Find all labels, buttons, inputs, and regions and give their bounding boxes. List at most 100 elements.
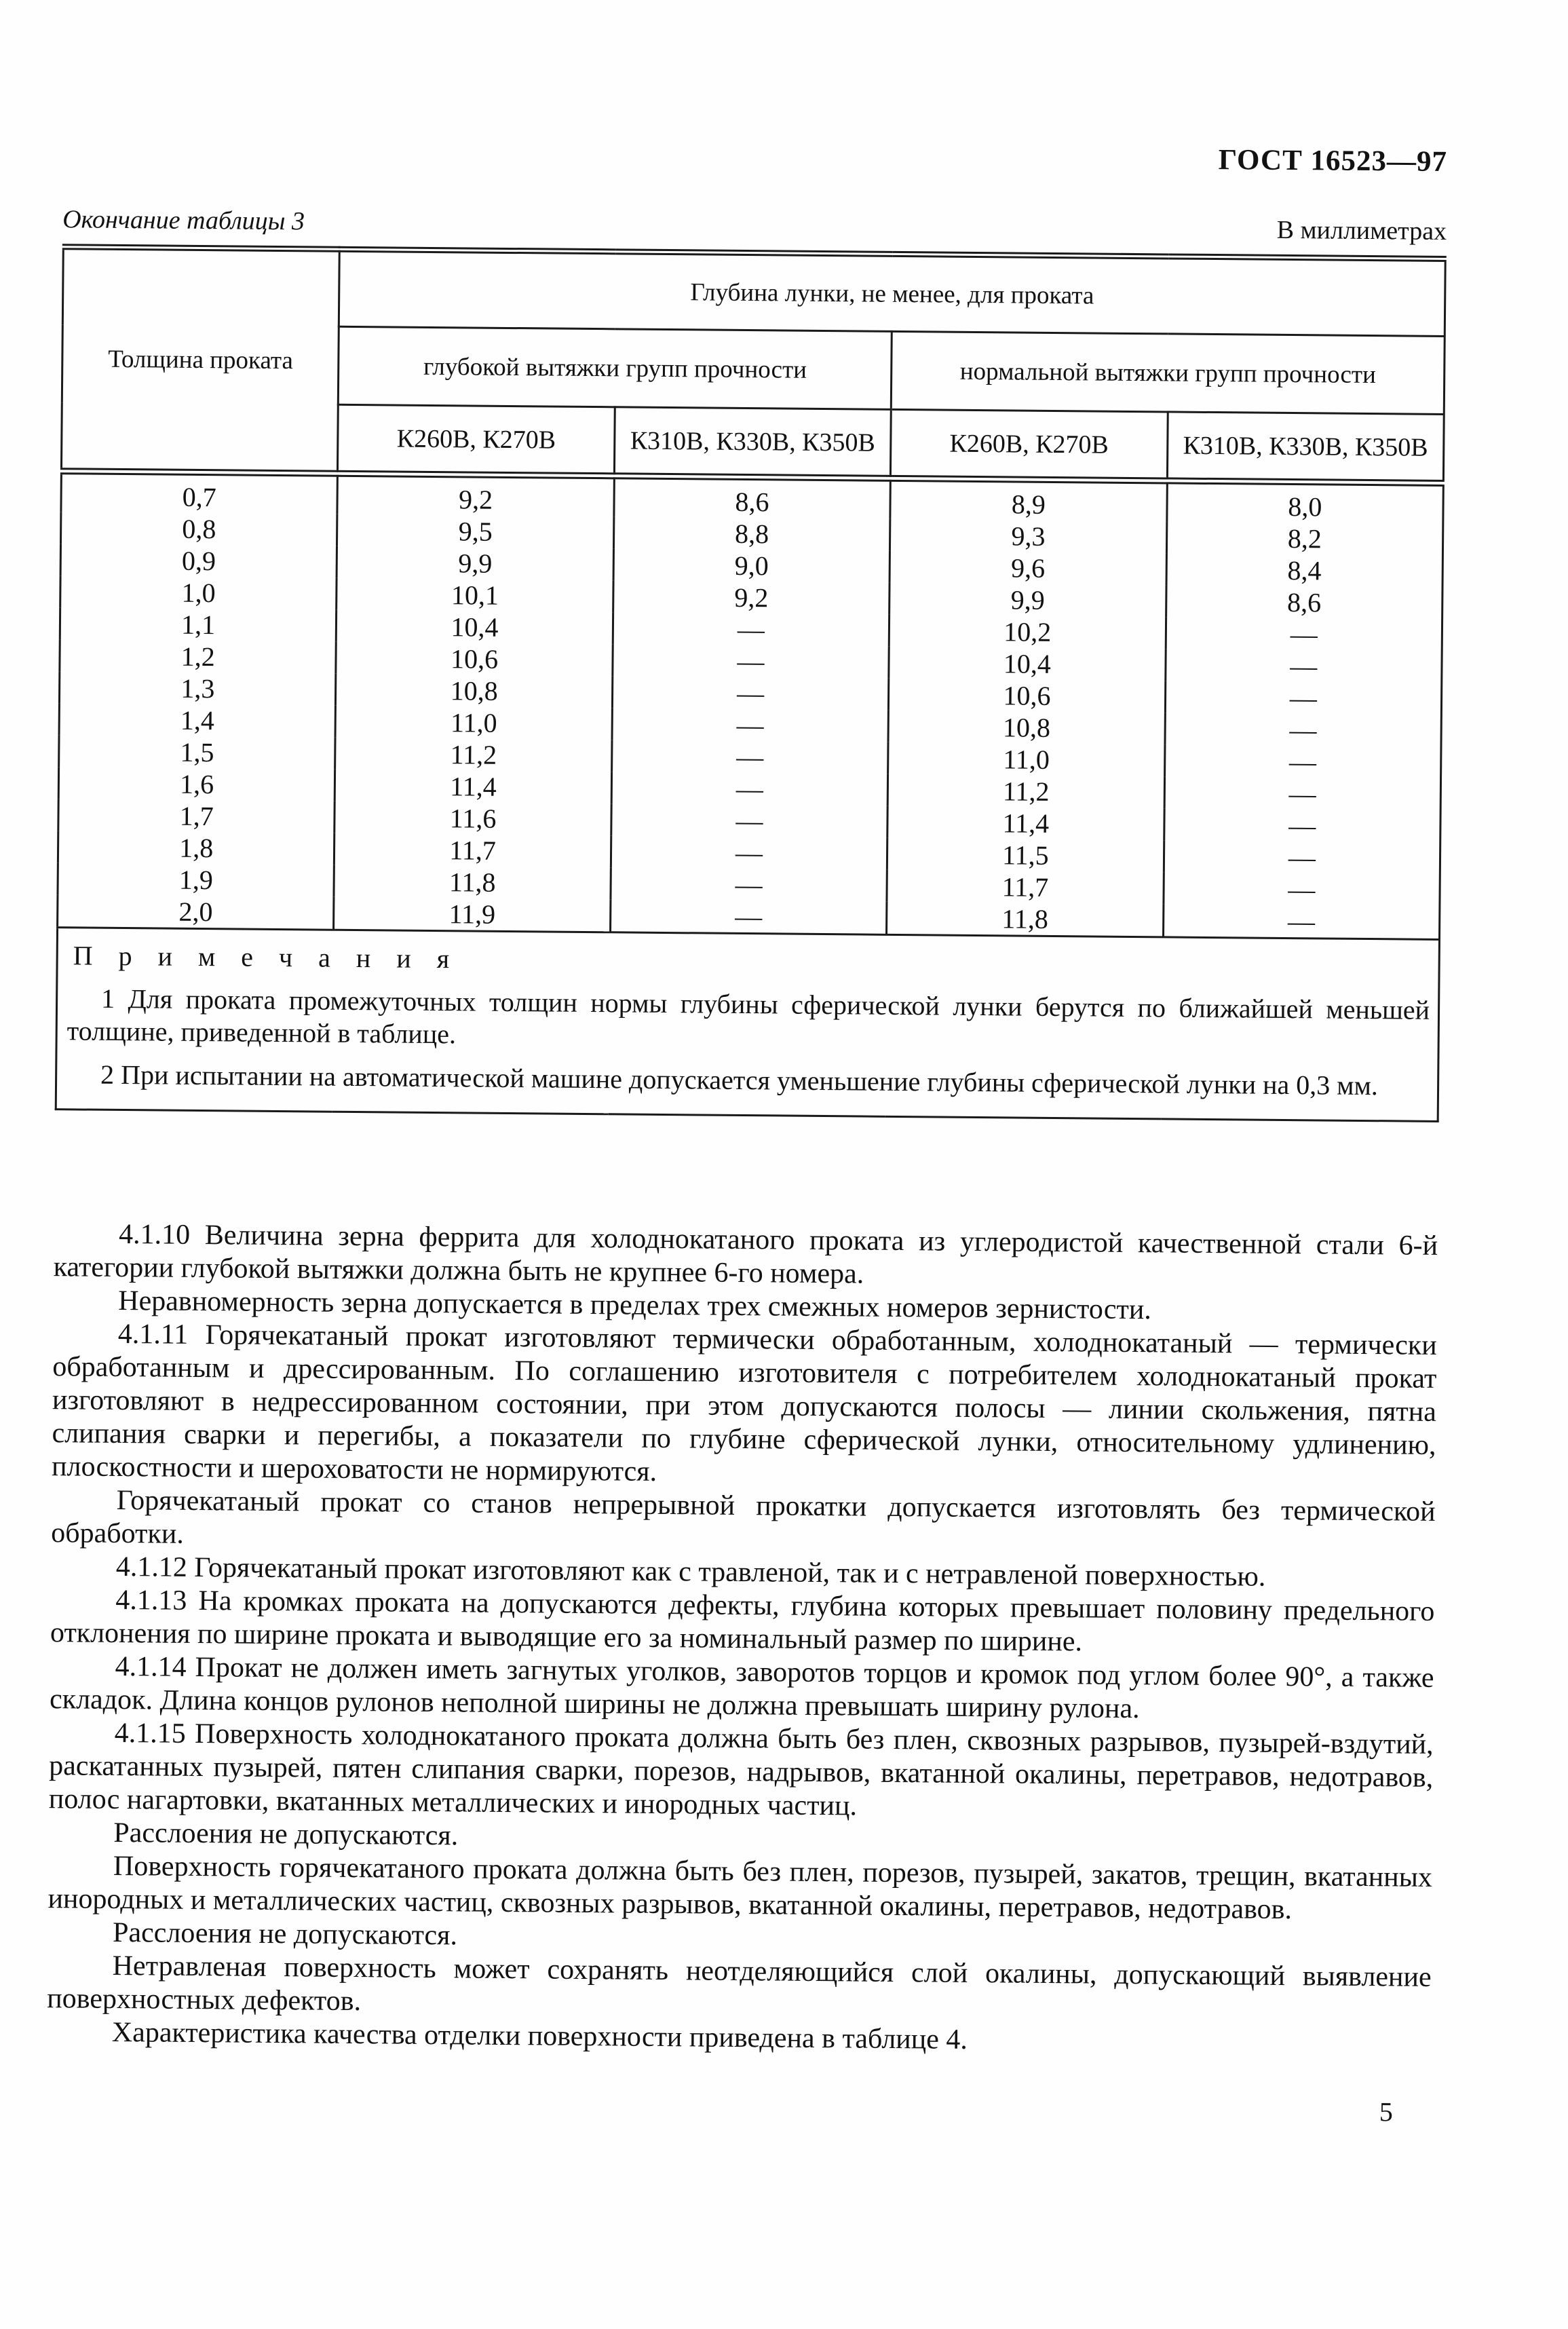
depth-value: — [1164,713,1442,747]
depth-value: 11,6 [334,801,611,836]
header-depth-span: Глубина лунки, не менее, для проката [339,249,1446,337]
depth-value: 9,2 [613,580,890,615]
paragraph: 4.1.11 Горячекатаный прокат изготовляют … [51,1318,1437,1488]
thickness-value: 1,1 [180,609,216,641]
note-paragraph: 1 Для проката промежуточных толщин нормы… [66,983,1430,1050]
depth-value: 9,9 [337,546,614,581]
notes: П р и м е ч а н и я 1 Для проката промеж… [56,928,1439,1122]
depth-value: 8,9 [890,478,1167,522]
table-header: Толщина проката Глубина лунки, не менее,… [61,246,1446,483]
depth-value: — [611,708,889,742]
table-data-body: 0,7 9,2 8,6 8,9 8,0 0,8 9,5 8,8 9,3 8,2 0,9 9,9 9,0 9… [57,471,1444,940]
header-strength-4: К310В, К330В, К350В [1166,411,1445,483]
depth-value: — [1164,744,1441,779]
thickness-value: 1,9 [178,864,214,896]
depth-value: 10,8 [335,673,613,708]
depth-value: 8,2 [1166,521,1443,556]
note-paragraph: 2 При испытании на автоматической машине… [100,1059,1379,1101]
depth-value: — [611,740,889,774]
paragraph: Поверхность горячекатаного проката должн… [47,1850,1433,1926]
notes-title: П р и м е ч а н и я [73,940,459,974]
depth-value: 10,4 [888,646,1166,681]
thickness-value: 1,8 [179,832,214,864]
thickness-value: 2,0 [178,896,213,928]
table-caption-row: Окончание таблицы 3 В миллиметрах [62,204,1447,246]
depth-value: 9,9 [889,582,1166,618]
depth-value: — [611,803,888,838]
table-notes-body: П р и м е ч а н и я 1 Для проката промеж… [56,928,1439,1122]
depth-value: — [1164,808,1441,843]
depth-value: 9,6 [890,550,1167,586]
standard-number: ГОСТ 16523—97 [1218,144,1448,178]
depth-value: — [1165,649,1442,683]
thickness-value: 1,6 [179,768,214,800]
units-label: В миллиметрах [1276,215,1447,246]
depth-value: — [612,644,890,679]
paragraph: 4.1.13 На кромках проката на допускаются… [50,1584,1435,1658]
thickness-value: 0,7 [182,481,216,513]
depth-value: — [1163,872,1440,907]
depth-value: 11,9 [333,896,611,932]
depth-value: 11,5 [887,837,1164,873]
depth-value: 11,4 [887,806,1164,841]
depth-value: 10,6 [888,678,1166,713]
depth-value: — [612,676,889,711]
depth-value: 9,3 [890,518,1167,554]
paragraph: Нетравленая поверхность может сохранять … [47,1950,1432,2018]
depth-value: 8,0 [1166,480,1444,524]
depth-value: 10,1 [337,577,613,613]
thickness-value: 1,7 [179,800,214,832]
thickness-value: 0,9 [181,545,216,577]
depth-value: 8,8 [613,516,891,551]
header-strength-2: К310В, К330В, К350В [614,406,892,478]
depth-value: — [1163,840,1440,875]
depth-value: — [610,899,887,935]
depth-value: — [1163,904,1440,940]
depth-value: 10,6 [336,641,613,677]
depth-value: 11,7 [334,833,611,868]
header-group-deep: глубокой вытяжки групп прочности [338,326,892,410]
page-content: ГОСТ 16523—97 Окончание таблицы 3 В милл… [46,0,1449,2128]
paragraph: Горячекатаный прокат со станов непрерывн… [51,1484,1436,1550]
depth-value: — [1164,681,1442,715]
depth-value: 8,6 [613,476,891,519]
depth-value: 10,8 [888,710,1165,745]
thickness-value: 1,0 [181,577,216,609]
thickness-value: 1,2 [180,641,215,673]
depth-value: 11,2 [335,737,612,772]
thickness-value: 1,4 [180,704,215,736]
depth-value: 9,2 [337,473,615,517]
depth-value: 10,4 [336,609,613,645]
depth-value: 11,8 [886,901,1164,937]
body-text: 4.1.10 Величина зерна феррита для холодн… [47,1217,1438,2061]
depth-value: 10,2 [889,614,1166,649]
paragraph: 4.1.14 Прокат не должен иметь загнутых у… [49,1650,1434,1725]
paragraph: 4.1.15 Поверхность холоднокатаного прока… [48,1717,1434,1822]
depth-value: 11,0 [887,742,1165,777]
depth-value: 8,4 [1166,553,1443,588]
depth-value: — [613,612,890,647]
header-thickness: Толщина проката [61,246,340,474]
depth-value: 8,6 [1166,585,1443,620]
depth-value: 9,5 [337,514,614,549]
table-caption: Окончание таблицы 3 [62,205,305,236]
depth-value: — [610,867,887,902]
depth-value: 11,0 [335,705,613,740]
depth-value: — [1165,617,1442,651]
page-number: 5 [1379,2096,1394,2127]
depth-value: — [611,835,887,870]
thickness-value: 0,8 [182,513,216,545]
thickness-value: 1,5 [180,736,214,768]
thickness-value: 1,3 [180,673,215,704]
depth-value: 11,2 [887,774,1165,809]
depth-value: 11,4 [334,769,612,804]
header-group-normal: нормальной вытяжки групп прочности [891,331,1445,415]
depth-value: 9,0 [613,548,890,583]
header-strength-3: К260В, К270В [890,409,1168,481]
depth-value: 11,7 [887,869,1164,905]
depth-value: — [611,772,888,806]
header-strength-1: К260В, К270В [396,424,556,455]
table-3: Толщина проката Глубина лунки, не менее,… [54,244,1447,1122]
depth-value: — [1164,776,1441,811]
